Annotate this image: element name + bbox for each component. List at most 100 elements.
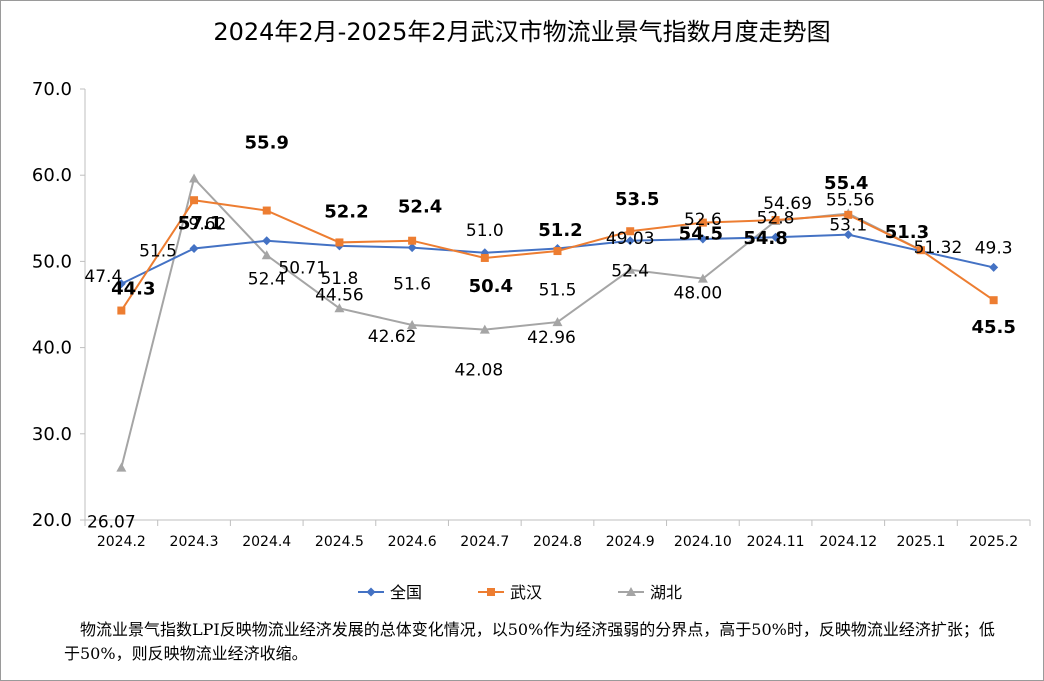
chart-title: 2024年2月-2025年2月武汉市物流业景气指数月度走势图 [213,18,831,46]
data-point-1-2 [262,206,271,215]
data-label-2-1: 59.62 [178,214,227,234]
data-label-1-7: 53.5 [615,189,659,210]
data-point-1-4 [408,236,417,245]
data-label-0-10: 53.1 [829,216,867,236]
data-point-0-9 [771,232,781,242]
data-label-2-0: 26.07 [87,513,136,533]
legend-marker-0 [366,587,376,597]
data-point-2-6 [552,317,563,327]
data-label-2-8: 48.00 [674,284,723,304]
data-label-1-3: 52.2 [324,201,368,222]
legend-label-1: 武汉 [510,583,542,602]
legend-label-0: 全国 [390,583,422,602]
data-point-2-1 [189,173,200,183]
data-label-1-10: 55.4 [824,173,868,194]
data-label-1-4: 52.4 [398,197,442,218]
data-point-1-6 [553,247,562,256]
x-tick-label: 2024.6 [388,534,437,550]
series-line-2 [120,176,922,468]
x-tick-label: 2025.1 [896,534,945,550]
data-label-0-5: 51.0 [466,221,504,241]
series-markers [116,173,999,472]
data-point-2-0 [116,462,127,472]
data-label-0-1: 51.5 [139,241,177,261]
data-point-0-2 [262,236,272,246]
y-tick-label: 40.0 [32,338,72,359]
data-point-1-10 [844,210,853,219]
data-label-2-7: 49.03 [606,229,655,249]
x-tick-label: 2024.5 [315,534,364,550]
data-point-0-0 [116,279,126,289]
data-label-2-5: 42.08 [454,361,503,381]
data-point-1-9 [771,216,780,225]
data-label-2-11: 51.32 [914,238,963,258]
x-tick-label: 2024.9 [606,534,655,550]
x-tick-label: 2024.2 [97,534,146,550]
data-label-2-9: 54.69 [763,194,812,214]
data-point-1-12 [989,296,998,305]
data-labels: 47.4 51.5 52.4 51.8 51.6 51.0 51.5 52.4 52.6 52.8… [84,133,1015,533]
data-label-2-6: 42.96 [527,328,576,348]
data-label-0-2: 52.4 [248,270,286,290]
data-label-1-6: 51.2 [538,220,582,241]
data-label-0-4: 51.6 [393,275,431,295]
data-label-1-8: 54.5 [679,224,723,245]
data-label-0-6: 51.5 [539,280,577,300]
data-point-1-11 [916,246,925,255]
data-point-2-8 [697,273,708,283]
data-label-1-9: 54.8 [743,228,787,249]
y-tick-label: 30.0 [32,424,72,445]
footnote: 物流业景气指数LPI反映物流业经济发展的总体变化情况，以50%作为经济强弱的分界… [64,620,995,663]
x-tick-label: 2024.11 [747,534,805,550]
data-point-2-2 [261,250,272,260]
data-label-2-4: 42.62 [368,327,417,347]
data-label-0-8: 52.6 [684,210,722,230]
data-label-1-0: 44.3 [111,279,155,300]
data-point-1-5 [480,253,489,262]
data-label-1-11: 51.3 [885,222,929,243]
data-label-0-12: 49.3 [975,238,1013,258]
legend-marker-2 [626,587,636,596]
data-point-2-4 [407,320,418,330]
x-tick-label: 2025.2 [969,534,1018,550]
data-label-0-3: 51.8 [320,269,358,289]
y-tick-label: 60.0 [32,165,72,186]
data-label-1-5: 50.4 [469,276,513,297]
data-point-1-7 [626,227,635,236]
data-point-0-7 [625,236,635,246]
chart-axes: 20.0 30.0 40.0 50.0 60.0 70.0 2024.2 2024.3 2024… [32,79,1031,550]
legend-marker-1 [487,588,495,596]
data-label-2-3: 44.56 [315,285,364,305]
data-label-2-2: 50.71 [278,258,327,278]
data-label-1-2: 55.9 [245,133,289,154]
data-label-1-12: 45.5 [971,317,1015,338]
legend: 全国 武汉 湖北 [358,583,682,602]
y-tick-label: 70.0 [32,79,72,100]
data-point-1-0 [117,306,126,315]
data-point-0-10 [843,230,853,240]
data-point-1-8 [698,218,707,227]
y-tick-label: 50.0 [32,251,72,272]
series-line-0 [120,233,994,285]
data-label-0-7: 52.4 [611,262,649,282]
data-point-0-12 [989,262,999,272]
x-tick-label: 2024.8 [533,534,582,550]
legend-label-2: 湖北 [650,583,682,602]
x-tick-label: 2024.12 [819,534,877,550]
data-label-2-10: 55.56 [826,190,875,210]
x-tick-label: 2024.10 [674,534,732,550]
x-tick-label: 2024.3 [170,534,219,550]
data-label-0-0: 47.4 [84,267,122,287]
data-point-2-5 [479,324,490,334]
y-tick-label: 20.0 [32,510,72,531]
data-point-0-4 [407,243,417,253]
data-label-1-1: 57.1 [178,213,222,234]
x-tick-label: 2024.7 [460,534,509,550]
data-point-0-8 [698,234,708,244]
data-point-1-1 [190,196,199,205]
data-point-1-3 [335,238,344,247]
data-label-0-9: 52.8 [757,208,795,228]
x-tick-label: 2024.4 [242,534,291,550]
